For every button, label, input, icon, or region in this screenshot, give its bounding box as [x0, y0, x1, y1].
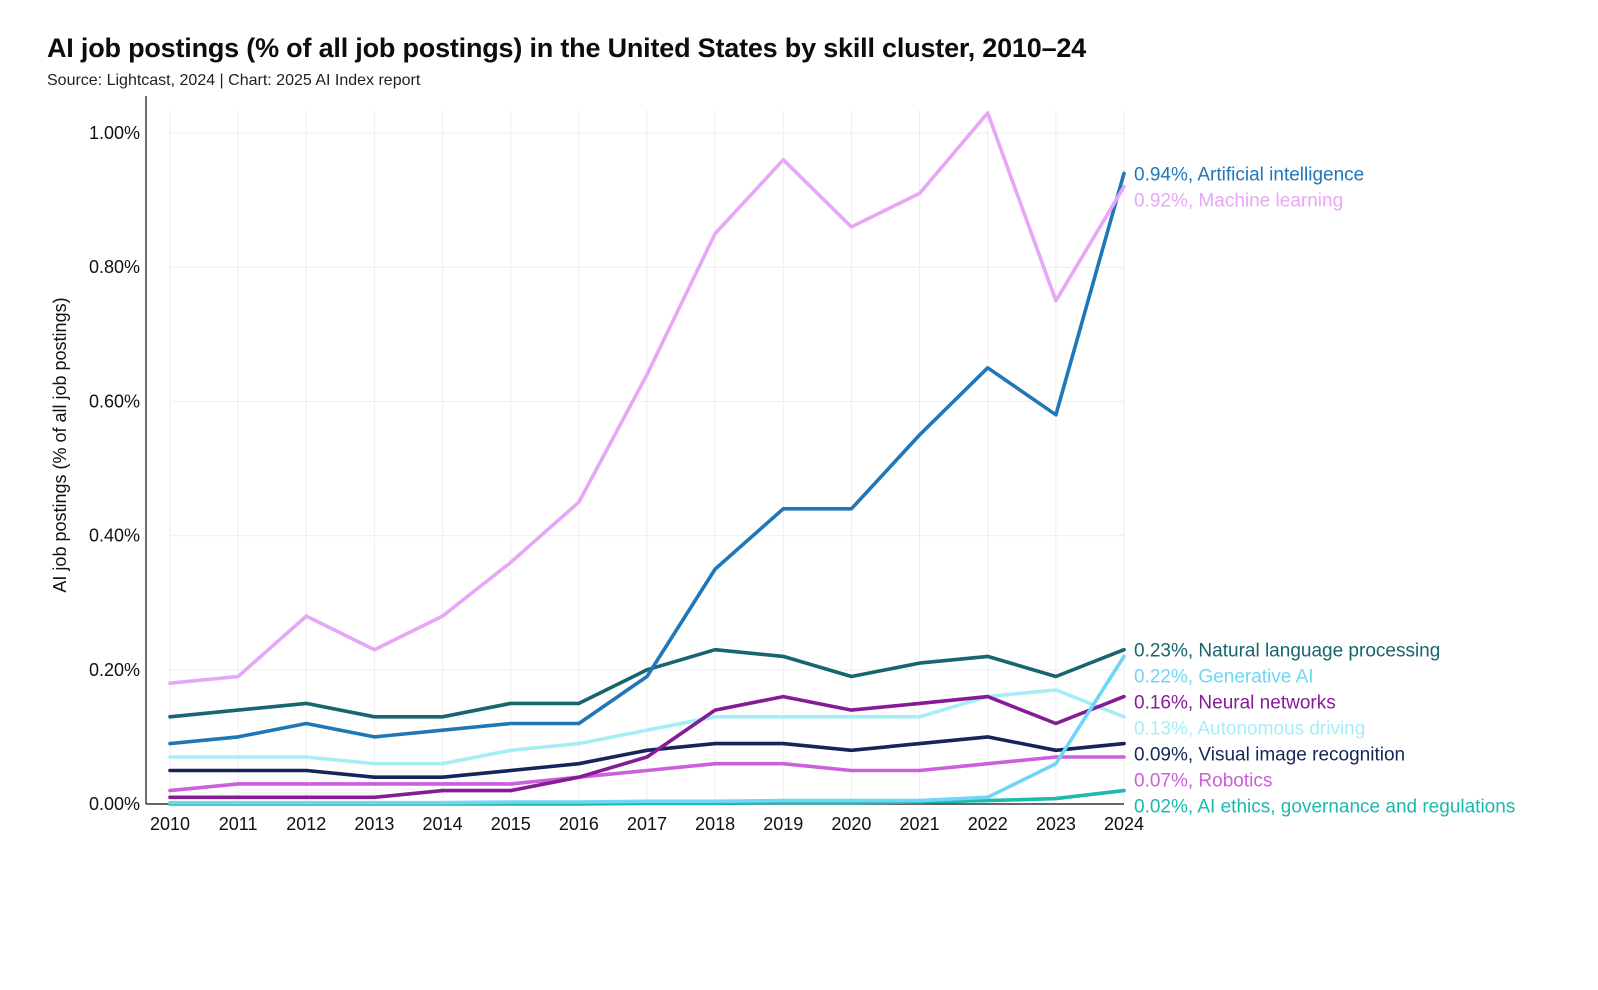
series-line-neural-networks [168, 694, 1126, 800]
y-tick-label: 0.40% [89, 526, 140, 546]
series-line-artificial-intelligence [168, 171, 1126, 746]
x-tick-label: 2021 [900, 814, 940, 834]
series-label: 0.07%, Robotics [1134, 771, 1272, 792]
y-axis-title: AI job postings (% of all job postings) [50, 297, 70, 592]
y-tick-label: 0.60% [89, 391, 140, 411]
series-label: 0.94%, Artificial intelligence [1134, 164, 1364, 185]
x-tick-label: 2024 [1104, 814, 1144, 834]
series-label: 0.22%, Generative AI [1134, 667, 1314, 688]
series-line-machine-learning [168, 111, 1126, 686]
x-tick-label: 2018 [695, 814, 735, 834]
axes: 0.00% 0.20% 0.40% 0.60% 0.80% 1.00% 2010 2011 20… [50, 96, 1144, 834]
series-line-natural-language-processing [168, 647, 1126, 719]
chart-title: AI job postings (% of all job postings) … [47, 33, 1087, 63]
y-tick-label: 1.00% [89, 123, 140, 143]
series-lines [168, 111, 1126, 806]
chart-source: Source: Lightcast, 2024 | Chart: 2025 AI… [47, 72, 421, 89]
y-tick-label: 0.20% [89, 660, 140, 680]
x-tick-label: 2020 [831, 814, 871, 834]
series-line-robotics [168, 755, 1126, 793]
x-tick-label: 2015 [491, 814, 531, 834]
series-label: 0.13%, Autonomous driving [1134, 719, 1365, 740]
x-tick-label: 2023 [1036, 814, 1076, 834]
series-label: 0.16%, Neural networks [1134, 693, 1336, 714]
series-label: 0.92%, Machine learning [1134, 190, 1343, 211]
x-tick-label: 2012 [286, 814, 326, 834]
x-tick-label: 2016 [559, 814, 599, 834]
x-tick-label: 2014 [423, 814, 463, 834]
series-label: 0.23%, Natural language processing [1134, 641, 1440, 662]
x-tick-label: 2011 [219, 814, 258, 834]
y-tick-label: 0.80% [89, 257, 140, 277]
series-label: 0.09%, Visual image recognition [1134, 745, 1405, 766]
end-labels: 0.94%, Artificial intelligence 0.92%, Mac… [1134, 164, 1515, 817]
y-tick-label: 0.00% [89, 794, 140, 814]
series-line-autonomous-driving [168, 688, 1126, 766]
x-tick-label: 2019 [763, 814, 803, 834]
x-tick-label: 2013 [354, 814, 394, 834]
x-tick-label: 2022 [968, 814, 1008, 834]
series-label: 0.02%, AI ethics, governance and regulat… [1134, 797, 1515, 818]
x-tick-label: 2017 [627, 814, 667, 834]
x-tick-label: 2010 [150, 814, 190, 834]
gridlines [169, 110, 1125, 805]
series-line-generative-ai [168, 654, 1126, 805]
series-line-visual-image-recognition [168, 735, 1126, 780]
